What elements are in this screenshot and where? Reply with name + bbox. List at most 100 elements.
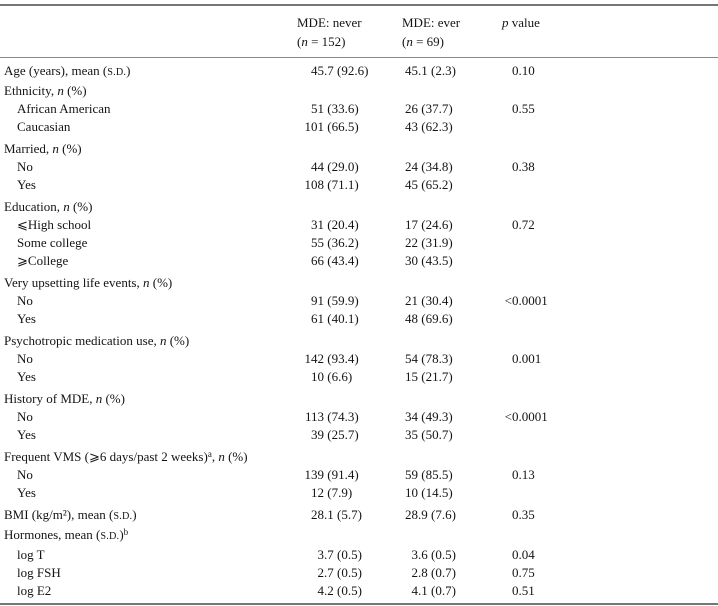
percent-value: .1 (0.7): [418, 583, 456, 598]
count-value: 113: [304, 409, 324, 424]
label-text: (%): [224, 449, 248, 464]
percent-value: .7 (0.5): [324, 547, 362, 562]
label-text: No: [17, 409, 33, 424]
p-value: [502, 484, 718, 502]
mde-ever-value: 17 (24.6): [402, 216, 502, 234]
mde-ever-value: [402, 332, 502, 350]
p-value: 0.04: [502, 546, 718, 564]
p-number: 0.0001: [512, 293, 548, 308]
styled-text: p: [502, 15, 509, 30]
p-value: [502, 426, 718, 444]
paper-table-page: MDE: never (n = 152) MDE: ever (n = 69) …: [0, 4, 718, 605]
table-row: Yes 12 (7.9) 10 (14.5): [0, 484, 718, 502]
label-text: Hormones, mean (: [4, 527, 101, 542]
p-value: 0.10: [502, 62, 718, 82]
footnote-marker: b: [123, 527, 129, 537]
percent-value: (34.8): [418, 159, 453, 174]
mde-never-value: [297, 140, 402, 158]
label-text: (%): [166, 333, 190, 348]
mde-ever-value: [402, 274, 502, 292]
mde-never-value: 113 (74.3): [297, 408, 402, 426]
styled-text: n: [159, 333, 167, 348]
p-value: [502, 118, 718, 136]
label-text: Frequent VMS (⩾6 days/past 2 weeks): [4, 449, 208, 464]
mde-ever-value: 28.9 (7.6): [402, 506, 502, 526]
col-n-mde-never: (n = 152): [297, 32, 402, 51]
count-value: 44: [311, 159, 324, 174]
label-text: Married,: [4, 141, 53, 156]
percent-value: (20.4): [324, 217, 359, 232]
p-number: 0.0001: [512, 409, 548, 424]
row-label: Yes: [0, 484, 297, 502]
label-text: (: [297, 34, 302, 49]
percent-value: (21.7): [418, 369, 453, 384]
count-value: 30: [405, 253, 418, 268]
mde-ever-value: 22 (31.9): [402, 234, 502, 252]
count-value: 3: [411, 547, 419, 562]
mde-never-value: 44 (29.0): [297, 158, 402, 176]
mde-ever-value: 26 (37.7): [402, 100, 502, 118]
p-value: [502, 198, 718, 216]
label-text: No: [17, 467, 33, 482]
mde-never-value: [297, 274, 402, 292]
col-header-p-value: p value: [502, 13, 718, 51]
styled-text: n: [95, 391, 103, 406]
p-value: [502, 176, 718, 194]
label-text: Ethnicity,: [4, 83, 58, 98]
row-label: Education, n (%): [0, 198, 297, 216]
percent-value: (93.4): [324, 351, 359, 366]
mde-ever-value: [402, 198, 502, 216]
count-value: 34: [405, 409, 418, 424]
mde-never-value: 12 (7.9): [297, 484, 402, 502]
label-text: Very upsetting life events,: [4, 275, 143, 290]
table-row: No 91 (59.9) 21 (30.4) <0.0001: [0, 292, 718, 310]
count-value: 2: [317, 565, 325, 580]
table-row: log E2 4.2 (0.5) 4.1 (0.7) 0.51: [0, 582, 718, 600]
styled-text: n: [406, 34, 413, 49]
label-text: Some college: [17, 235, 88, 250]
table-row: BMI (kg/m²), mean (s.d.) 28.1 (5.7) 28.9 (…: [0, 506, 718, 526]
count-value: 4: [317, 583, 325, 598]
label-text: No: [17, 293, 33, 308]
row-label: log E2: [0, 582, 297, 600]
percent-value: (24.6): [418, 217, 453, 232]
row-label: African American: [0, 100, 297, 118]
label-text: log FSH: [17, 565, 61, 580]
col-header-mde-never: MDE: never (n = 152): [297, 13, 402, 51]
table-row: No 139 (91.4) 59 (85.5) 0.13: [0, 466, 718, 484]
percent-value: (7.9): [324, 485, 353, 500]
mde-never-value: 10 (6.6): [297, 368, 402, 386]
mde-ever-value: 10 (14.5): [402, 484, 502, 502]
count-value: 39: [311, 427, 324, 442]
bottom-rule: [0, 603, 718, 605]
percent-value: (33.6): [324, 101, 359, 116]
row-label: Hormones, mean (s.d.)b: [0, 526, 297, 546]
mde-never-value: 61 (40.1): [297, 310, 402, 328]
count-value: 24: [405, 159, 418, 174]
row-label: No: [0, 466, 297, 484]
p-number: 0.55: [512, 101, 535, 116]
p-number: 0.72: [512, 217, 535, 232]
col-title-mde-never: MDE: never: [297, 15, 362, 30]
percent-value: (65.2): [418, 177, 453, 192]
table-row: Some college 55 (36.2) 22 (31.9): [0, 234, 718, 252]
p-value: 0.13: [502, 466, 718, 484]
top-rule: [0, 4, 718, 6]
row-label: log FSH: [0, 564, 297, 582]
row-label: ⩾College: [0, 252, 297, 270]
count-value: 28: [405, 507, 418, 522]
mde-ever-value: 48 (69.6): [402, 310, 502, 328]
count-value: 48: [405, 311, 418, 326]
styled-text: n: [63, 199, 70, 214]
percent-value: (71.1): [324, 177, 359, 192]
percent-value: .6 (0.5): [418, 547, 456, 562]
styled-text: n: [218, 449, 225, 464]
p-number: 0.13: [512, 467, 535, 482]
mde-never-value: [297, 332, 402, 350]
mde-ever-value: 35 (50.7): [402, 426, 502, 444]
count-value: 31: [311, 217, 324, 232]
mde-never-value: 3.7 (0.5): [297, 546, 402, 564]
mde-ever-value: [402, 82, 502, 100]
label-text: Yes: [17, 485, 36, 500]
percent-value: (43.5): [418, 253, 453, 268]
